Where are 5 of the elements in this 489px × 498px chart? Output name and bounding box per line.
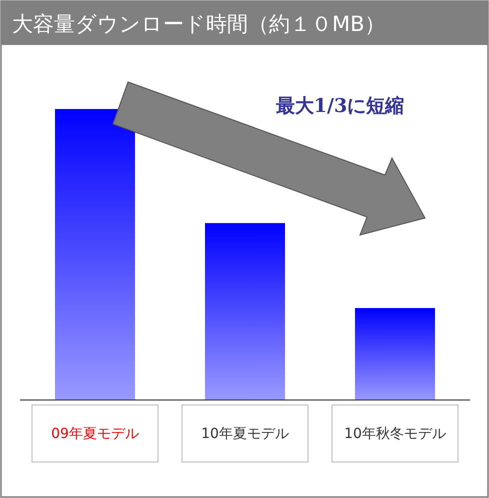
x-tick-label: 09年夏モデル	[51, 426, 139, 442]
x-tick-label: 10年秋冬モデル	[344, 426, 446, 442]
annotation: 最大1/3に短縮	[274, 95, 404, 117]
chart-title: 大容量ダウンロード時間（約１０MB）	[12, 12, 386, 36]
x-tick-label: 10年夏モデル	[201, 426, 289, 442]
